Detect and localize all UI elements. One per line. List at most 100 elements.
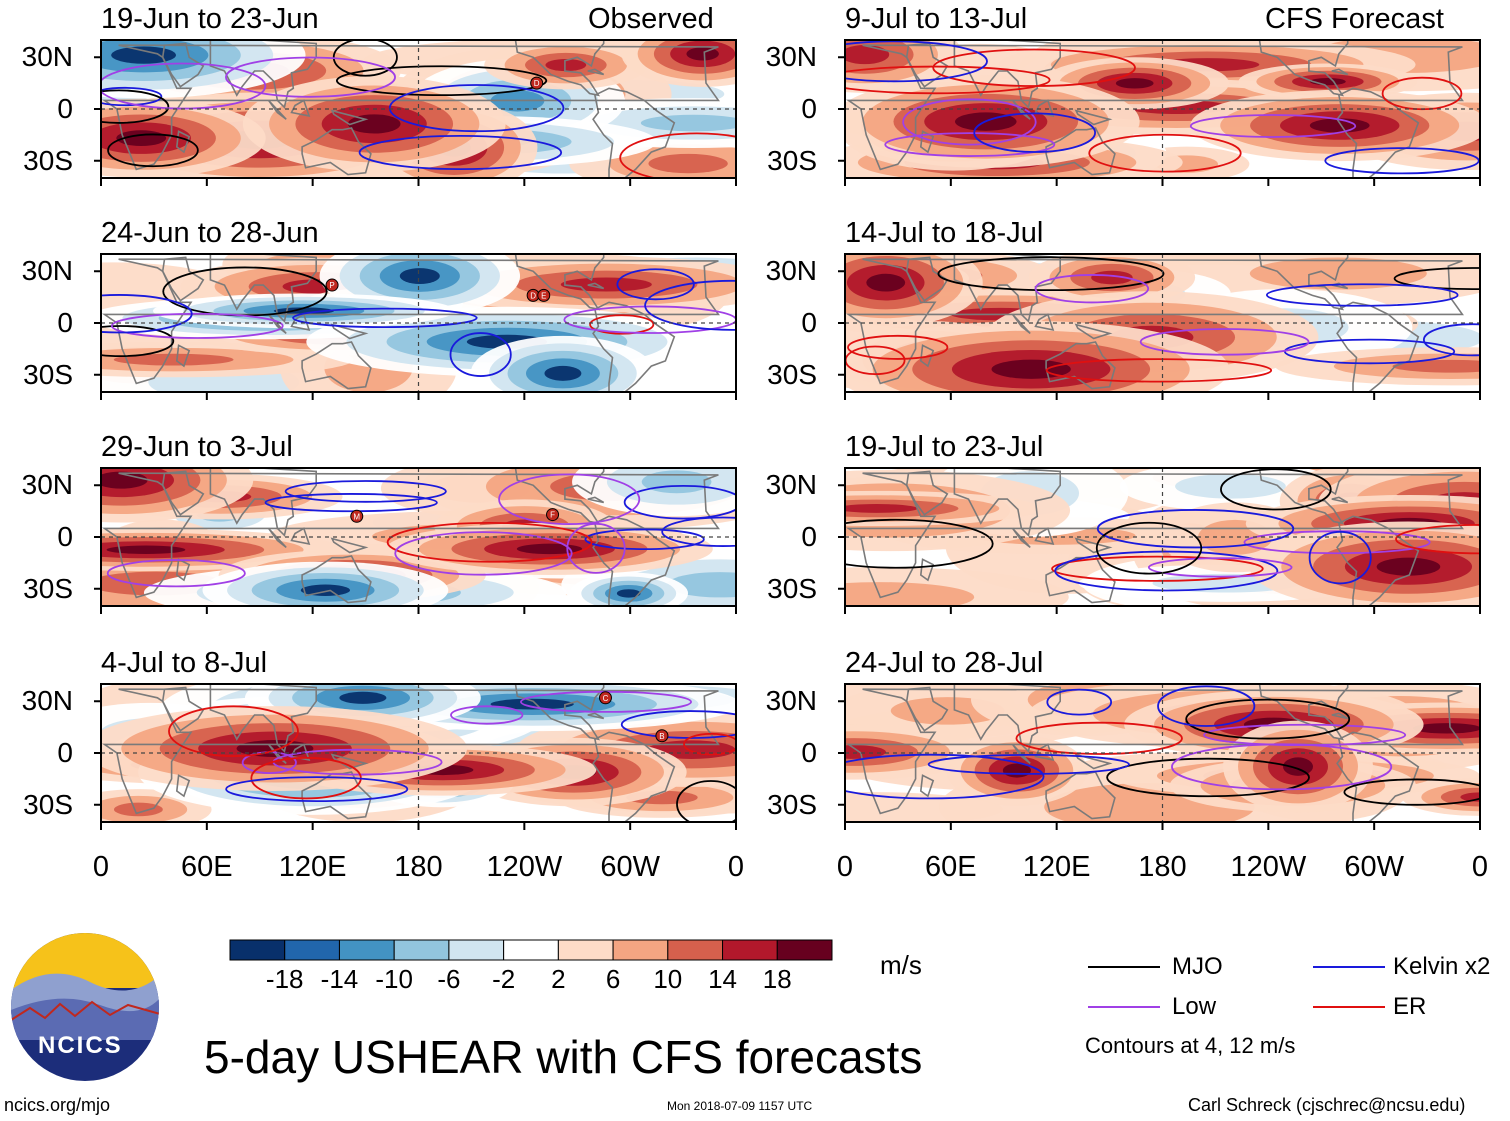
x-tick-label: 180 bbox=[1138, 851, 1187, 883]
panel-period: 29-Jun to 3-Jul bbox=[101, 431, 293, 463]
ncics-logo-text: NCICS bbox=[38, 1032, 123, 1059]
panel-period: 4-Jul to 8-Jul bbox=[101, 647, 268, 679]
x-tick-label: 60E bbox=[181, 851, 233, 883]
shear-field bbox=[845, 40, 1480, 178]
storm-label: E bbox=[541, 291, 546, 300]
colorbar-swatch bbox=[776, 939, 833, 961]
storm-label: D bbox=[534, 79, 540, 88]
x-tick-label: 60W bbox=[600, 851, 660, 883]
x-tick-label: 0 bbox=[1471, 851, 1489, 883]
shear-field bbox=[845, 468, 1480, 606]
legend-label-er: ER bbox=[1393, 993, 1427, 1020]
panel-period: 9-Jul to 13-Jul bbox=[845, 3, 1028, 35]
footer-url[interactable]: ncics.org/mjo bbox=[4, 1095, 111, 1115]
colorbar-swatch bbox=[722, 939, 778, 961]
panel-period: 24-Jun to 28-Jun bbox=[101, 217, 319, 249]
legend-label-kelvin: Kelvin x2 bbox=[1393, 953, 1491, 980]
x-tick-label: 180 bbox=[394, 851, 443, 883]
panel-period: 19-Jul to 23-Jul bbox=[845, 431, 1044, 463]
y-tick-label: 30S bbox=[767, 144, 817, 176]
colorbar-tick-label: 6 bbox=[605, 964, 621, 994]
footer-timestamp: Mon 2018-07-09 1157 UTC bbox=[667, 1099, 813, 1113]
storm-marker bbox=[530, 76, 544, 90]
storm-label: C bbox=[603, 694, 609, 703]
panel bbox=[838, 253, 1481, 400]
y-tick-label: 30N bbox=[21, 41, 73, 73]
panel: D bbox=[94, 39, 737, 186]
legend-label-low: Low bbox=[1172, 993, 1217, 1020]
storm-marker bbox=[350, 509, 364, 523]
x-tick-label: 60W bbox=[1344, 851, 1404, 883]
y-tick-label: 30N bbox=[21, 255, 73, 287]
y-tick-label: 0 bbox=[57, 307, 73, 338]
panel-period: 19-Jun to 23-Jun bbox=[101, 3, 319, 35]
y-tick-label: 0 bbox=[57, 521, 73, 552]
contour-note: Contours at 4, 12 m/s bbox=[1085, 1033, 1296, 1058]
panel: P D E bbox=[94, 253, 737, 400]
y-tick-label: 30S bbox=[767, 572, 817, 604]
y-tick-label: 30S bbox=[767, 358, 817, 390]
colorbar-tick-label: 14 bbox=[708, 964, 737, 994]
panel-period: 24-Jul to 28-Jul bbox=[845, 647, 1044, 679]
storm-label: M bbox=[353, 512, 360, 521]
y-tick-label: 0 bbox=[801, 521, 817, 552]
forecast-column-label: CFS Forecast bbox=[1265, 3, 1444, 35]
x-tick-label: 120E bbox=[278, 851, 347, 883]
storm-label: P bbox=[329, 281, 334, 290]
colorbar-swatch bbox=[338, 939, 395, 961]
y-tick-label: 0 bbox=[57, 93, 73, 124]
storm-marker bbox=[598, 691, 612, 705]
colorbar-swatch bbox=[503, 939, 559, 961]
x-tick-label: 120E bbox=[1022, 851, 1091, 883]
shear-field bbox=[845, 684, 1480, 822]
storm-label: D bbox=[530, 291, 536, 300]
storm-marker bbox=[655, 729, 669, 743]
y-tick-label: 30S bbox=[23, 358, 73, 390]
y-tick-label: 30S bbox=[767, 788, 817, 820]
colorbar-swatch bbox=[393, 939, 450, 961]
panel-period: 14-Jul to 18-Jul bbox=[845, 217, 1044, 249]
y-tick-label: 30N bbox=[21, 469, 73, 501]
panel bbox=[838, 683, 1481, 830]
colorbar-tick-label: -2 bbox=[492, 964, 516, 994]
y-tick-label: 30N bbox=[765, 255, 817, 287]
figure-title: 5-day USHEAR with CFS forecasts bbox=[204, 1031, 923, 1083]
panel bbox=[838, 467, 1481, 614]
y-tick-label: 30S bbox=[23, 144, 73, 176]
y-tick-label: 30N bbox=[765, 469, 817, 501]
x-tick-label: 0 bbox=[92, 851, 110, 883]
y-tick-label: 30N bbox=[765, 685, 817, 717]
y-tick-label: 0 bbox=[801, 737, 817, 768]
x-tick-label: 60E bbox=[925, 851, 977, 883]
shear-field: CB bbox=[101, 684, 736, 822]
shear-field: P D E bbox=[101, 254, 736, 392]
x-tick-label: 0 bbox=[836, 851, 854, 883]
storm-marker bbox=[537, 288, 551, 302]
y-tick-label: 0 bbox=[57, 737, 73, 768]
colorbar-tick-label: -6 bbox=[437, 964, 461, 994]
x-tick-label: 0 bbox=[727, 851, 745, 883]
shear-field: D bbox=[101, 40, 736, 178]
colorbar-swatch bbox=[229, 939, 286, 961]
y-tick-label: 30N bbox=[765, 41, 817, 73]
x-tick-label: 120W bbox=[1230, 851, 1307, 883]
colorbar-tick-label: 18 bbox=[762, 964, 792, 994]
storm-label: F bbox=[550, 511, 555, 520]
y-tick-label: 30N bbox=[21, 685, 73, 717]
y-tick-label: 0 bbox=[801, 307, 817, 338]
shear-field bbox=[845, 254, 1480, 392]
colorbar-swatch bbox=[667, 939, 724, 961]
colorbar-tick-label: -18 bbox=[265, 964, 304, 994]
y-tick-label: 0 bbox=[801, 93, 817, 124]
colorbar-swatch bbox=[557, 939, 614, 961]
y-tick-label: 30S bbox=[23, 572, 73, 604]
colorbar-swatch bbox=[612, 939, 669, 961]
colorbar-swatch bbox=[448, 939, 505, 961]
colorbar-swatch bbox=[284, 939, 340, 961]
legend-label-mjo: MJO bbox=[1172, 953, 1223, 980]
colorbar-tick-label: -14 bbox=[320, 964, 359, 994]
panel bbox=[838, 39, 1481, 186]
